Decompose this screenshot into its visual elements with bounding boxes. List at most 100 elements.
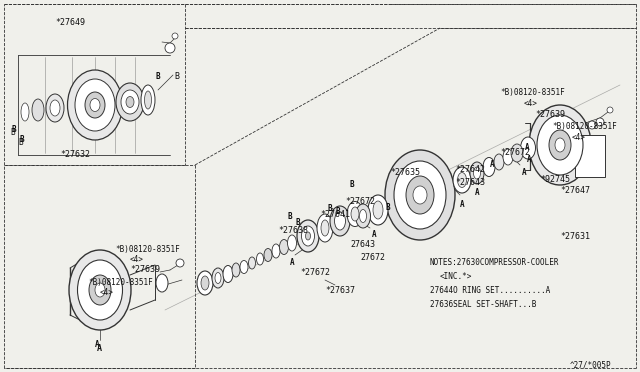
Text: <INC.*>: <INC.*> [440,272,472,281]
Ellipse shape [511,144,523,162]
Text: *27632: *27632 [60,150,90,159]
Text: B: B [350,180,355,189]
Text: A: A [522,168,527,177]
Ellipse shape [156,274,168,292]
Ellipse shape [272,244,280,258]
Text: B: B [10,128,15,137]
Ellipse shape [470,162,484,184]
Bar [575,135,605,177]
Text: *27672: *27672 [300,268,330,277]
Ellipse shape [335,212,346,230]
Ellipse shape [529,105,591,185]
Ellipse shape [116,83,144,121]
Ellipse shape [77,260,122,320]
Ellipse shape [248,257,255,269]
Ellipse shape [145,91,152,109]
Ellipse shape [32,99,44,121]
Text: <4>: <4> [524,99,538,108]
Ellipse shape [257,253,264,265]
Ellipse shape [141,85,155,115]
Ellipse shape [483,157,495,176]
Ellipse shape [406,176,434,214]
Ellipse shape [474,167,481,179]
Text: B: B [12,125,17,134]
Ellipse shape [264,248,272,262]
Text: *27637: *27637 [325,286,355,295]
Text: *27643: *27643 [455,178,485,187]
Ellipse shape [494,154,504,170]
Ellipse shape [503,149,513,165]
Text: *27649: *27649 [55,18,85,27]
Text: A: A [527,155,532,164]
Ellipse shape [223,266,233,282]
Ellipse shape [347,202,363,227]
Text: 27672: 27672 [360,253,385,262]
Ellipse shape [75,79,115,131]
Ellipse shape [394,161,446,229]
Text: *B)08120-8351F: *B)08120-8351F [500,88,564,97]
Text: A: A [372,230,376,239]
Circle shape [172,33,178,39]
Text: NOTES:27630COMPRESSOR-COOLER: NOTES:27630COMPRESSOR-COOLER [430,258,559,267]
Ellipse shape [232,263,240,277]
Ellipse shape [197,271,213,295]
Text: B: B [18,138,22,147]
Text: *27639: *27639 [130,265,160,274]
Ellipse shape [301,226,314,246]
Ellipse shape [351,207,359,221]
Text: *27642: *27642 [455,165,485,174]
Text: *27638: *27638 [278,226,308,235]
Ellipse shape [458,173,467,187]
Ellipse shape [21,103,29,121]
Text: A: A [290,258,294,267]
Text: *27672: *27672 [345,197,375,206]
Ellipse shape [413,186,427,204]
Ellipse shape [89,275,111,305]
Text: B: B [20,135,24,144]
Text: *27631: *27631 [560,232,590,241]
Text: 27643: 27643 [350,240,375,249]
Text: B: B [174,72,179,81]
Ellipse shape [95,283,105,297]
Ellipse shape [520,137,536,159]
Circle shape [176,259,184,267]
Ellipse shape [121,90,139,114]
Ellipse shape [305,232,310,240]
Text: <4>: <4> [572,133,586,142]
Ellipse shape [280,240,289,254]
Ellipse shape [46,94,64,122]
Ellipse shape [287,235,296,251]
Text: ^27/*005P: ^27/*005P [570,360,612,369]
Text: B: B [335,207,340,216]
Ellipse shape [385,150,455,240]
Ellipse shape [368,195,388,225]
Text: <4>: <4> [130,255,144,264]
Ellipse shape [297,220,319,252]
Text: *B)08120-8351F: *B)08120-8351F [552,122,617,131]
Ellipse shape [67,70,122,140]
Ellipse shape [453,167,471,193]
Ellipse shape [50,100,60,116]
Ellipse shape [355,204,371,228]
Text: *27635: *27635 [390,168,420,177]
Ellipse shape [212,268,224,288]
Text: B: B [296,218,301,227]
Text: A: A [97,344,102,353]
Text: A: A [490,160,495,169]
Circle shape [588,121,596,129]
Circle shape [596,118,604,126]
Ellipse shape [90,99,100,112]
Text: *B)08120-8351F: *B)08120-8351F [88,278,153,287]
Ellipse shape [69,250,131,330]
Ellipse shape [240,260,248,273]
Text: <4>: <4> [100,288,114,297]
Text: *27639: *27639 [535,110,565,119]
Circle shape [607,107,613,113]
Text: B: B [288,212,292,221]
Circle shape [165,43,175,53]
Ellipse shape [321,220,329,236]
Text: *92745: *92745 [540,175,570,184]
Ellipse shape [373,201,383,219]
Text: A: A [475,188,479,197]
Ellipse shape [360,209,367,222]
